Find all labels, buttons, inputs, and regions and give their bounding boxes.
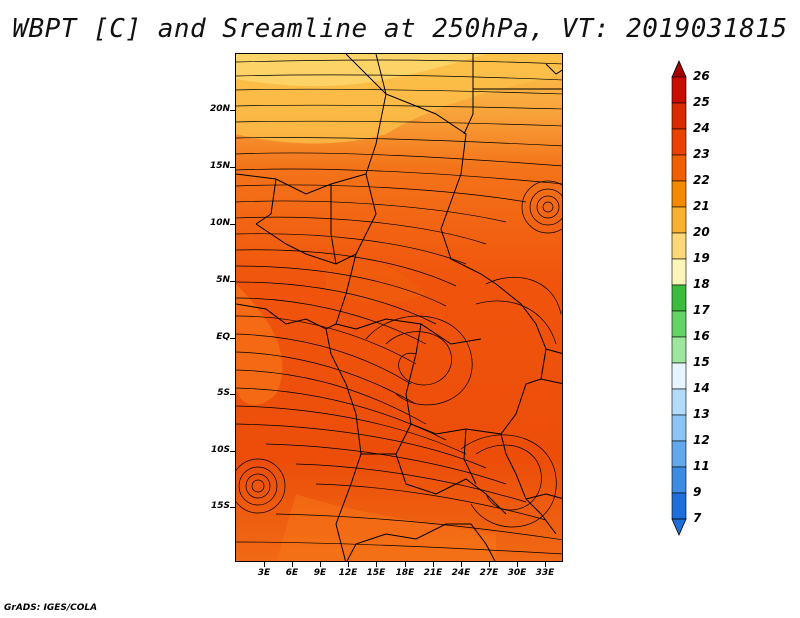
colorbar-label: 16 bbox=[693, 329, 710, 343]
credit-text: GrADS: IGES/COLA bbox=[4, 603, 98, 613]
lon-label-18e: 18E bbox=[395, 568, 415, 578]
lon-label-30e: 30E bbox=[507, 568, 527, 578]
map-panel bbox=[235, 53, 563, 562]
lon-label-21e: 21E bbox=[423, 568, 443, 578]
lat-label-5s: 5S bbox=[217, 388, 230, 398]
colorbar-segment bbox=[671, 336, 687, 364]
colorbar-label: 23 bbox=[693, 147, 710, 161]
map-canvas bbox=[236, 54, 562, 561]
colorbar-segment bbox=[671, 310, 687, 338]
lon-label-15e: 15E bbox=[366, 568, 386, 578]
colorbar-segment bbox=[671, 362, 687, 390]
colorbar-label: 12 bbox=[693, 433, 710, 447]
lon-label-33e: 33E bbox=[535, 568, 555, 578]
colorbar-label: 9 bbox=[693, 485, 702, 499]
colorbar-label: 14 bbox=[693, 381, 710, 395]
colorbar-label: 7 bbox=[693, 511, 702, 525]
lon-label-9e: 9E bbox=[313, 568, 327, 578]
colorbar-label: 13 bbox=[693, 407, 710, 421]
colorbar-label: 22 bbox=[693, 173, 710, 187]
colorbar-segment bbox=[671, 128, 687, 156]
colorbar-segment bbox=[671, 258, 687, 286]
colorbar-label: 19 bbox=[693, 251, 710, 265]
colorbar-label: 24 bbox=[693, 121, 710, 135]
colorbar-label: 18 bbox=[693, 277, 710, 291]
colorbar-segment bbox=[671, 154, 687, 182]
lat-label-20n: 20N bbox=[209, 104, 230, 114]
colorbar-segment bbox=[671, 206, 687, 234]
colorbar-segment bbox=[671, 76, 687, 104]
lon-label-3e: 3E bbox=[257, 568, 271, 578]
colorbar-segment bbox=[671, 102, 687, 130]
lat-label-15s: 15S bbox=[210, 501, 230, 511]
colorbar-segment bbox=[671, 388, 687, 416]
colorbar-label: 20 bbox=[693, 225, 710, 239]
colorbar-segment bbox=[671, 284, 687, 312]
lon-label-27e: 27E bbox=[479, 568, 499, 578]
lat-label-5n: 5N bbox=[216, 275, 230, 285]
colorbar-top-arrow bbox=[671, 60, 687, 78]
country-borders bbox=[236, 54, 562, 561]
lon-label-6e: 6E bbox=[285, 568, 299, 578]
colorbar-label: 25 bbox=[693, 95, 710, 109]
lat-label-10n: 10N bbox=[209, 218, 230, 228]
colorbar-segment bbox=[671, 232, 687, 260]
colorbar-label: 21 bbox=[693, 199, 710, 213]
colorbar-bottom-arrow bbox=[671, 518, 687, 536]
colorbar bbox=[671, 60, 687, 536]
colorbar-segment bbox=[671, 466, 687, 494]
lat-label-eq: EQ bbox=[216, 332, 230, 342]
colorbar-label: 26 bbox=[693, 69, 710, 83]
lon-label-24e: 24E bbox=[451, 568, 471, 578]
lat-label-15n: 15N bbox=[209, 161, 230, 171]
colorbar-label: 15 bbox=[693, 355, 710, 369]
map-title: WBPT [C] and Sreamline at 250hPa, VT: 20… bbox=[12, 14, 788, 44]
lon-label-12e: 12E bbox=[338, 568, 358, 578]
colorbar-label: 17 bbox=[693, 303, 710, 317]
colorbar-label: 11 bbox=[693, 459, 710, 473]
colorbar-segment bbox=[671, 492, 687, 520]
colorbar-segment bbox=[671, 440, 687, 468]
lat-label-10s: 10S bbox=[210, 445, 230, 455]
colorbar-segment bbox=[671, 180, 687, 208]
colorbar-segment bbox=[671, 414, 687, 442]
